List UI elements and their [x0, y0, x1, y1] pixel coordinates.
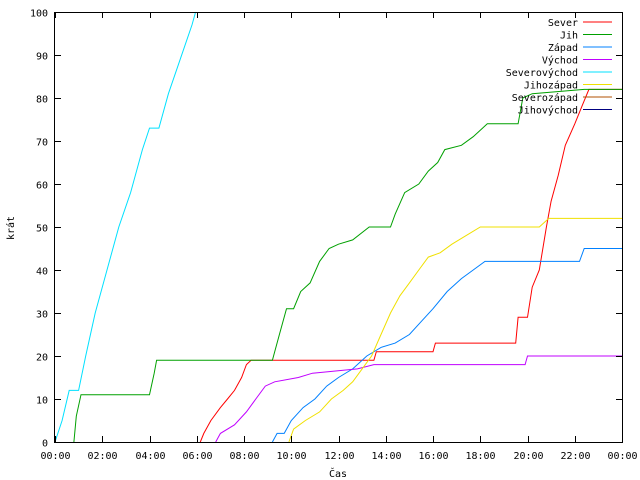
- y-tick-label: 80: [36, 95, 48, 106]
- y-tick-label: 60: [36, 181, 48, 192]
- series-line-6: [288, 217, 622, 443]
- series-line-5: [54, 11, 197, 443]
- legend-label: Sever: [548, 18, 578, 29]
- plot-frame: [54, 12, 623, 443]
- x-tick-label: 10:00: [276, 451, 306, 462]
- y-tick-label: 30: [36, 310, 48, 321]
- legend: Sever JihZápadVýchodSeverovýchodJihozápad…: [506, 18, 612, 117]
- x-tick-label: 08:00: [229, 451, 259, 462]
- x-axis-label: Čas: [329, 467, 347, 480]
- x-tick-label: 00:00: [607, 451, 637, 462]
- y-tick-label: 10: [36, 396, 48, 407]
- series-line-1: [199, 88, 622, 443]
- x-tick-label: 04:00: [135, 451, 165, 462]
- legend-label: Severovýchod: [506, 67, 578, 79]
- y-tick-label: 20: [36, 353, 48, 364]
- series-line-2: [73, 88, 622, 443]
- legend-label: Jihozápad: [524, 80, 578, 92]
- y-axis-label: krát: [5, 216, 17, 240]
- series-layer: [54, 11, 622, 443]
- axes: 0 10 20 30 40 50 60 70 80 90 100 00:00 02:00 04:00 06:…: [30, 9, 638, 463]
- series-line-4: [215, 355, 622, 443]
- legend-label: Jihovýchod: [518, 105, 578, 117]
- x-tick-label: 22:00: [560, 451, 590, 462]
- x-tick-label: 20:00: [513, 451, 543, 462]
- x-tick-label: 18:00: [465, 451, 495, 462]
- y-tick-label: 0: [42, 439, 48, 450]
- x-tick-label: 00:00: [40, 451, 70, 462]
- x-tick-label: 14:00: [371, 451, 401, 462]
- y-tick-label: 50: [36, 224, 48, 235]
- y-tick-label: 40: [36, 267, 48, 278]
- series-line-3: [271, 248, 622, 443]
- y-tick-label: 90: [36, 52, 48, 63]
- y-tick-label: 100: [30, 9, 48, 20]
- x-tick-label: 06:00: [182, 451, 212, 462]
- legend-label: Severozápad: [512, 92, 578, 104]
- x-tick-label: 16:00: [418, 451, 448, 462]
- x-tick-label: 02:00: [87, 451, 117, 462]
- y-tick-label: 70: [36, 138, 48, 149]
- x-tick-label: 12:00: [324, 451, 354, 462]
- legend-label: Západ: [548, 42, 578, 54]
- legend-label: Jih: [560, 31, 578, 42]
- legend-label: Východ: [542, 55, 578, 67]
